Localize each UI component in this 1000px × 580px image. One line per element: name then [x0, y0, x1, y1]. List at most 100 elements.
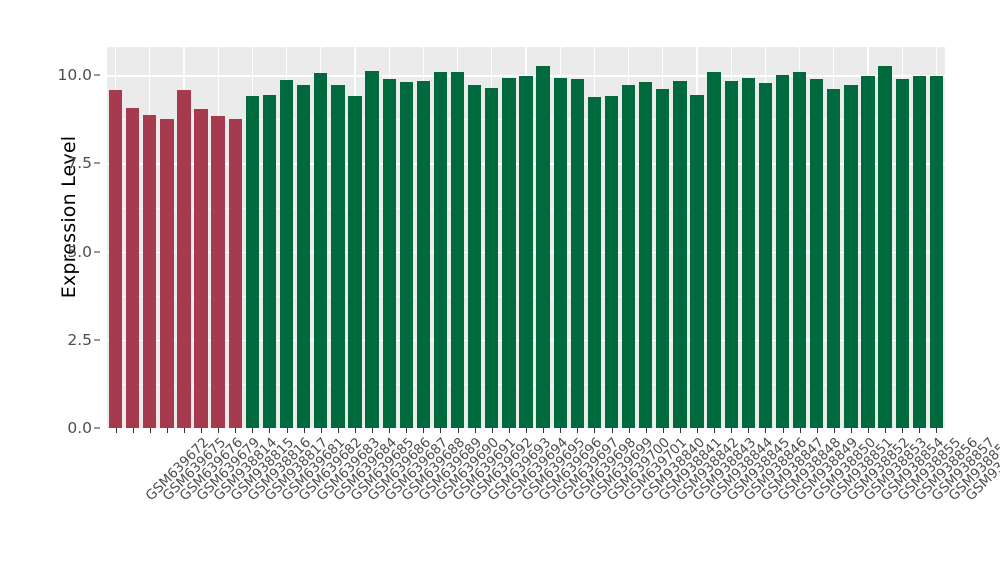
bar — [519, 75, 533, 428]
bar — [536, 66, 550, 428]
x-axis-tick-mark — [303, 428, 305, 433]
bar — [844, 85, 858, 428]
x-axis-tick-mark — [731, 428, 733, 433]
bar — [758, 82, 773, 428]
bar — [912, 76, 926, 428]
x-axis-tick-mark — [457, 428, 459, 433]
x-axis-tick-mark — [885, 428, 887, 433]
bar — [502, 77, 516, 428]
bar — [724, 80, 738, 428]
x-axis-tick-mark — [679, 428, 681, 433]
x-axis-tick-mark — [132, 428, 134, 433]
y-axis-tick-labels: 0.0 2.5 5.0 7.5 10.0 — [46, 47, 102, 437]
x-axis-tick-mark — [389, 428, 391, 433]
x-axis-tick-mark — [543, 428, 545, 433]
x-axis-tick-mark — [201, 428, 203, 433]
y-axis-tick-mark — [94, 427, 100, 429]
bar — [468, 84, 482, 428]
bar — [399, 82, 413, 428]
x-axis-tick-mark — [748, 428, 750, 433]
bar — [621, 85, 636, 428]
bar — [194, 108, 208, 428]
x-axis-tick-mark — [868, 428, 870, 433]
bar — [553, 77, 567, 428]
bar — [143, 115, 157, 428]
bar — [416, 81, 431, 428]
x-axis-tick-mark — [235, 428, 237, 433]
x-axis-tick-mark — [508, 428, 510, 433]
x-axis-tick-mark — [354, 428, 356, 433]
x-axis-tick-mark — [183, 428, 185, 433]
x-axis-tick-mark — [474, 428, 476, 433]
bar — [485, 88, 499, 428]
x-axis-tick-mark — [919, 428, 921, 433]
x-axis-tick-mark — [337, 428, 339, 433]
x-axis-tick-mark — [833, 428, 835, 433]
x-axis-tick-mark — [115, 428, 117, 433]
x-axis-tick-mark — [594, 428, 596, 433]
bar — [707, 71, 721, 428]
bar — [160, 118, 174, 428]
y-axis-tick-mark — [94, 339, 100, 341]
y-axis-tick-mark — [94, 162, 100, 164]
bar — [262, 95, 277, 428]
x-axis-tick-mark — [286, 428, 288, 433]
y-axis-tick-label: 5.0 — [67, 242, 92, 261]
bar — [211, 115, 225, 428]
x-axis-tick-mark — [269, 428, 271, 433]
bars-layer — [107, 47, 945, 428]
bar — [827, 88, 841, 428]
bar — [297, 84, 311, 428]
bar — [878, 66, 892, 428]
bar — [792, 72, 807, 428]
bar — [673, 80, 687, 428]
x-axis-tick-mark — [423, 428, 425, 433]
x-axis-tick-mark — [936, 428, 938, 433]
bar — [741, 78, 755, 428]
y-axis-tick-label: 10.0 — [57, 66, 92, 85]
bar — [775, 74, 790, 428]
x-axis-tick-mark — [697, 428, 699, 433]
bar — [433, 72, 448, 428]
bar — [177, 90, 191, 428]
bar — [587, 97, 602, 428]
x-axis-tick-mark — [816, 428, 818, 433]
bar — [108, 90, 123, 428]
x-axis-tick-mark — [406, 428, 408, 433]
x-axis-tick-mark — [902, 428, 904, 433]
y-axis-tick-mark — [94, 251, 100, 253]
x-axis-tick-mark — [662, 428, 664, 433]
bar — [245, 96, 260, 428]
bar — [895, 78, 909, 428]
bar — [279, 79, 294, 428]
bar — [348, 95, 362, 428]
x-axis-tick-mark — [491, 428, 493, 433]
y-axis-tick-label: 2.5 — [67, 330, 92, 349]
x-axis-tick-mark — [645, 428, 647, 433]
bar — [570, 79, 584, 428]
bar — [929, 76, 944, 428]
plot-panel — [107, 47, 945, 428]
x-axis-tick-mark — [166, 428, 168, 433]
x-axis-tick-labels: GSM639672 GSM639675 GSM639676 GSM639679 GSM9… — [107, 435, 1000, 556]
x-axis-tick-mark — [526, 428, 527, 433]
bar — [365, 70, 379, 428]
bar — [639, 82, 653, 428]
x-axis-tick-mark — [611, 428, 613, 433]
bar — [331, 85, 345, 428]
x-axis-tick-mark — [850, 428, 852, 433]
y-axis-tick-label: 7.5 — [67, 154, 92, 173]
bar — [228, 119, 242, 428]
bar — [656, 88, 670, 428]
x-axis-tick-marks — [107, 428, 945, 434]
x-axis-tick-mark — [714, 428, 716, 433]
y-axis-tick-mark — [94, 74, 100, 76]
bar — [861, 76, 875, 428]
x-axis-tick-mark — [560, 428, 562, 433]
y-axis-tick-label: 0.0 — [67, 419, 92, 437]
x-axis-tick-mark — [628, 428, 630, 433]
x-axis-tick-mark — [252, 428, 254, 433]
bar — [810, 79, 824, 428]
x-axis-tick-mark — [372, 428, 374, 433]
